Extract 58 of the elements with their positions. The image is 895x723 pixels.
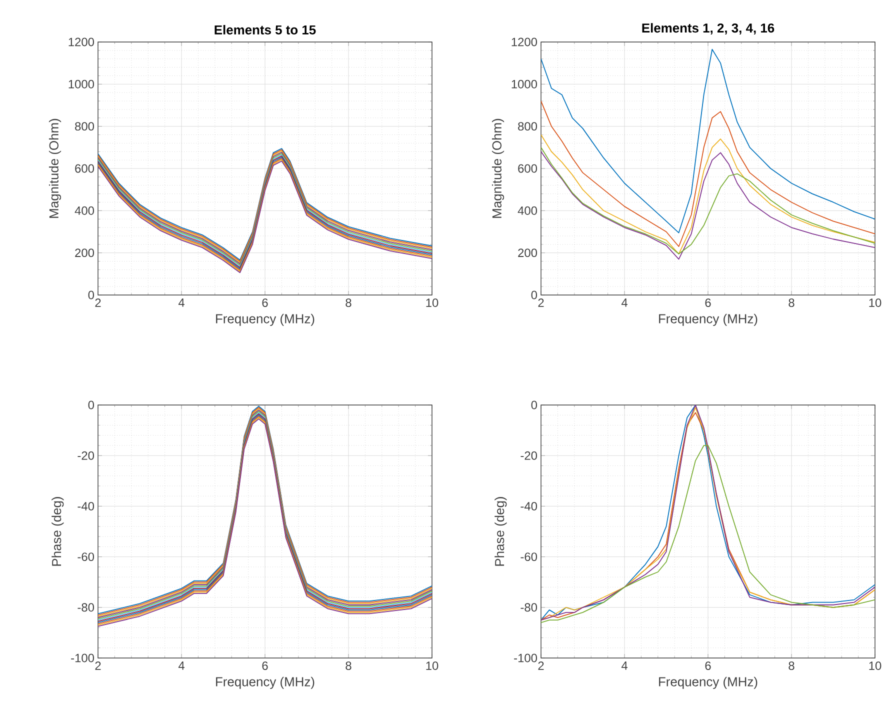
x-tick-label: 6 [705,662,711,670]
y-tick-label: -20 [78,451,94,460]
y-axis-title: Phase (deg) [52,497,64,566]
x-tick-label: 8 [788,298,794,307]
y-tick-label: 200 [518,248,538,258]
x-tick-label: 6 [262,298,268,307]
x-tick-label: 6 [705,298,711,307]
y-tick-label: -40 [78,502,94,510]
y-tick-label: 200 [75,248,94,258]
y-tick-label: -40 [520,502,538,510]
x-tick-label: 2 [95,298,101,307]
x-tick-label: 8 [346,298,352,307]
x-tick-label: 2 [95,662,101,670]
x-tick-label: 2 [538,662,544,670]
y-tick-label: 0 [531,290,538,300]
y-tick-label: 800 [518,122,538,131]
y-axis-title: Phase (deg) [494,497,507,566]
y-tick-label: 1200 [512,38,538,46]
x-tick-label: 10 [869,298,882,307]
y-tick-label: -100 [514,654,538,662]
x-tick-label: 4 [178,662,184,670]
x-tick-label: 4 [621,298,628,307]
y-tick-label: 1000 [68,80,94,88]
y-axis-title: Magnitude (Ohm) [48,118,62,218]
x-tick-label: 4 [621,662,628,670]
y-tick-label: 600 [75,164,94,173]
x-tick-label: 8 [346,662,352,670]
x-axis-title: Frequency (MHz) [659,314,758,326]
chart-title: Elements 1, 2, 3, 4, 16 [642,23,774,34]
y-tick-label: 800 [75,122,94,131]
x-tick-label: 6 [262,662,268,670]
y-tick-label: -60 [520,552,538,562]
x-axis-title: Frequency (MHz) [216,314,314,326]
x-tick-label: 10 [426,662,438,670]
x-tick-label: 8 [788,662,794,670]
y-tick-label: -100 [71,654,94,662]
y-tick-label: 400 [518,206,538,215]
y-tick-label: 0 [531,400,538,410]
y-tick-label: 1000 [512,80,538,88]
y-tick-label: 1200 [68,38,94,46]
x-tick-label: 10 [426,298,438,307]
y-tick-label: 600 [518,164,538,173]
y-tick-label: 400 [74,206,94,215]
y-tick-label: 0 [88,400,94,410]
x-axis-title: Frequency (MHz) [659,676,758,689]
y-tick-label: -20 [520,451,538,460]
x-axis-title: Frequency (MHz) [216,676,314,689]
chart-title: Elements 5 to 15 [214,24,316,34]
y-axis-title: Magnitude (Ohm) [492,118,504,218]
x-tick-label: 10 [869,662,882,670]
line-series [541,445,875,624]
y-tick-label: -60 [78,552,94,562]
y-tick-label: -80 [520,603,538,612]
x-tick-label: 4 [178,298,184,307]
x-tick-label: 2 [538,298,544,307]
y-tick-label: 0 [88,290,94,300]
y-tick-label: -80 [78,603,94,612]
line-series [541,48,875,234]
